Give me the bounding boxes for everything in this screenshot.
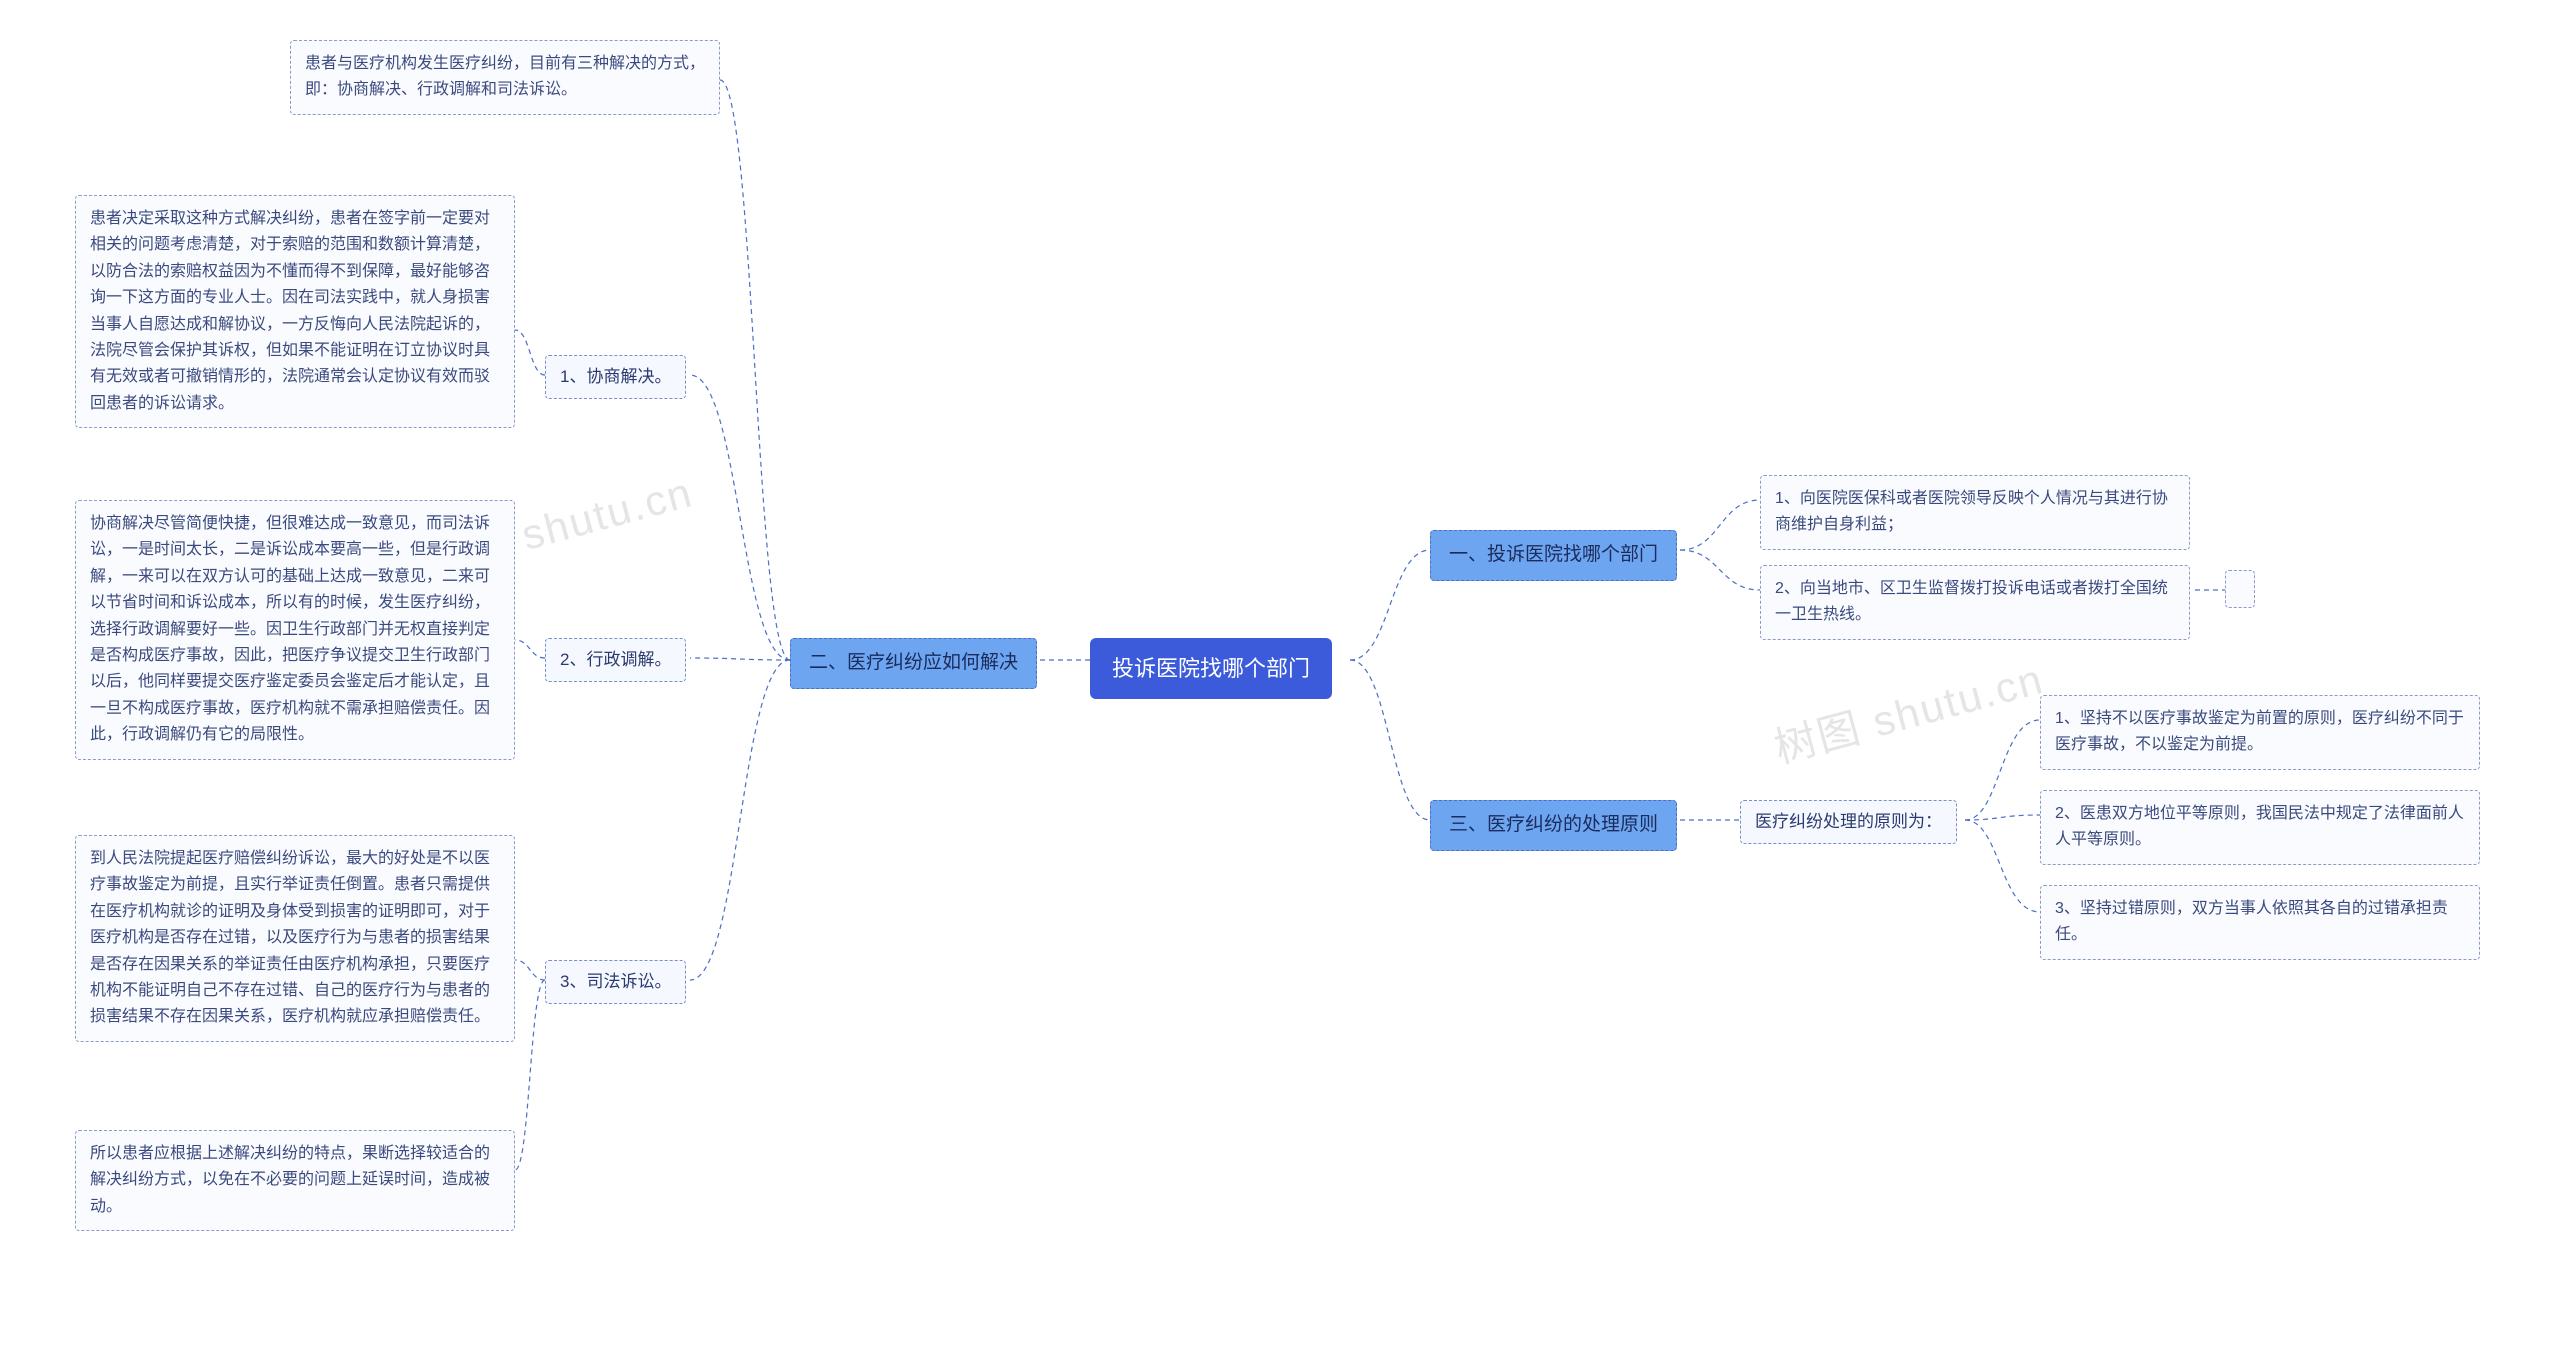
leaf-1-2-empty — [2225, 570, 2255, 608]
leaf-2-3: 到人民法院提起医疗赔偿纠纷诉讼，最大的好处是不以医疗事故鉴定为前提，且实行举证责… — [75, 835, 515, 1042]
branch-1[interactable]: 一、投诉医院找哪个部门 — [1430, 530, 1677, 581]
leaf-3-3: 3、坚持过错原则，双方当事人依照其各自的过错承担责任。 — [2040, 885, 2480, 960]
leaf-2-4: 所以患者应根据上述解决纠纷的特点，果断选择较适合的解决纠纷方式，以免在不必要的问… — [75, 1130, 515, 1231]
leaf-1-2: 2、向当地市、区卫生监督拨打投诉电话或者拨打全国统一卫生热线。 — [1760, 565, 2190, 640]
root-node[interactable]: 投诉医院找哪个部门 — [1090, 638, 1332, 699]
leaf-3-1: 1、坚持不以医疗事故鉴定为前置的原则，医疗纠纷不同于医疗事故，不以鉴定为前提。 — [2040, 695, 2480, 770]
sub-3-1[interactable]: 医疗纠纷处理的原则为： — [1740, 800, 1957, 844]
leaf-2-1: 患者决定采取这种方式解决纠纷，患者在签字前一定要对相关的问题考虑清楚，对于索赔的… — [75, 195, 515, 428]
sub-2-1[interactable]: 1、协商解决。 — [545, 355, 686, 399]
branch-2[interactable]: 二、医疗纠纷应如何解决 — [790, 638, 1037, 689]
leaf-1-1: 1、向医院医保科或者医院领导反映个人情况与其进行协商维护自身利益； — [1760, 475, 2190, 550]
leaf-2-2: 协商解决尽管简便快捷，但很难达成一致意见，而司法诉讼，一是时间太长，二是诉讼成本… — [75, 500, 515, 760]
branch-3[interactable]: 三、医疗纠纷的处理原则 — [1430, 800, 1677, 851]
watermark-2: 树图 shutu.cn — [1767, 645, 2050, 775]
sub-2-2[interactable]: 2、行政调解。 — [545, 638, 686, 682]
leaf-3-2: 2、医患双方地位平等原则，我国民法中规定了法律面前人人平等原则。 — [2040, 790, 2480, 865]
leaf-2-0: 患者与医疗机构发生医疗纠纷，目前有三种解决的方式，即：协商解决、行政调解和司法诉… — [290, 40, 720, 115]
sub-2-3[interactable]: 3、司法诉讼。 — [545, 960, 686, 1004]
watermark-1: shutu.cn — [517, 468, 698, 560]
